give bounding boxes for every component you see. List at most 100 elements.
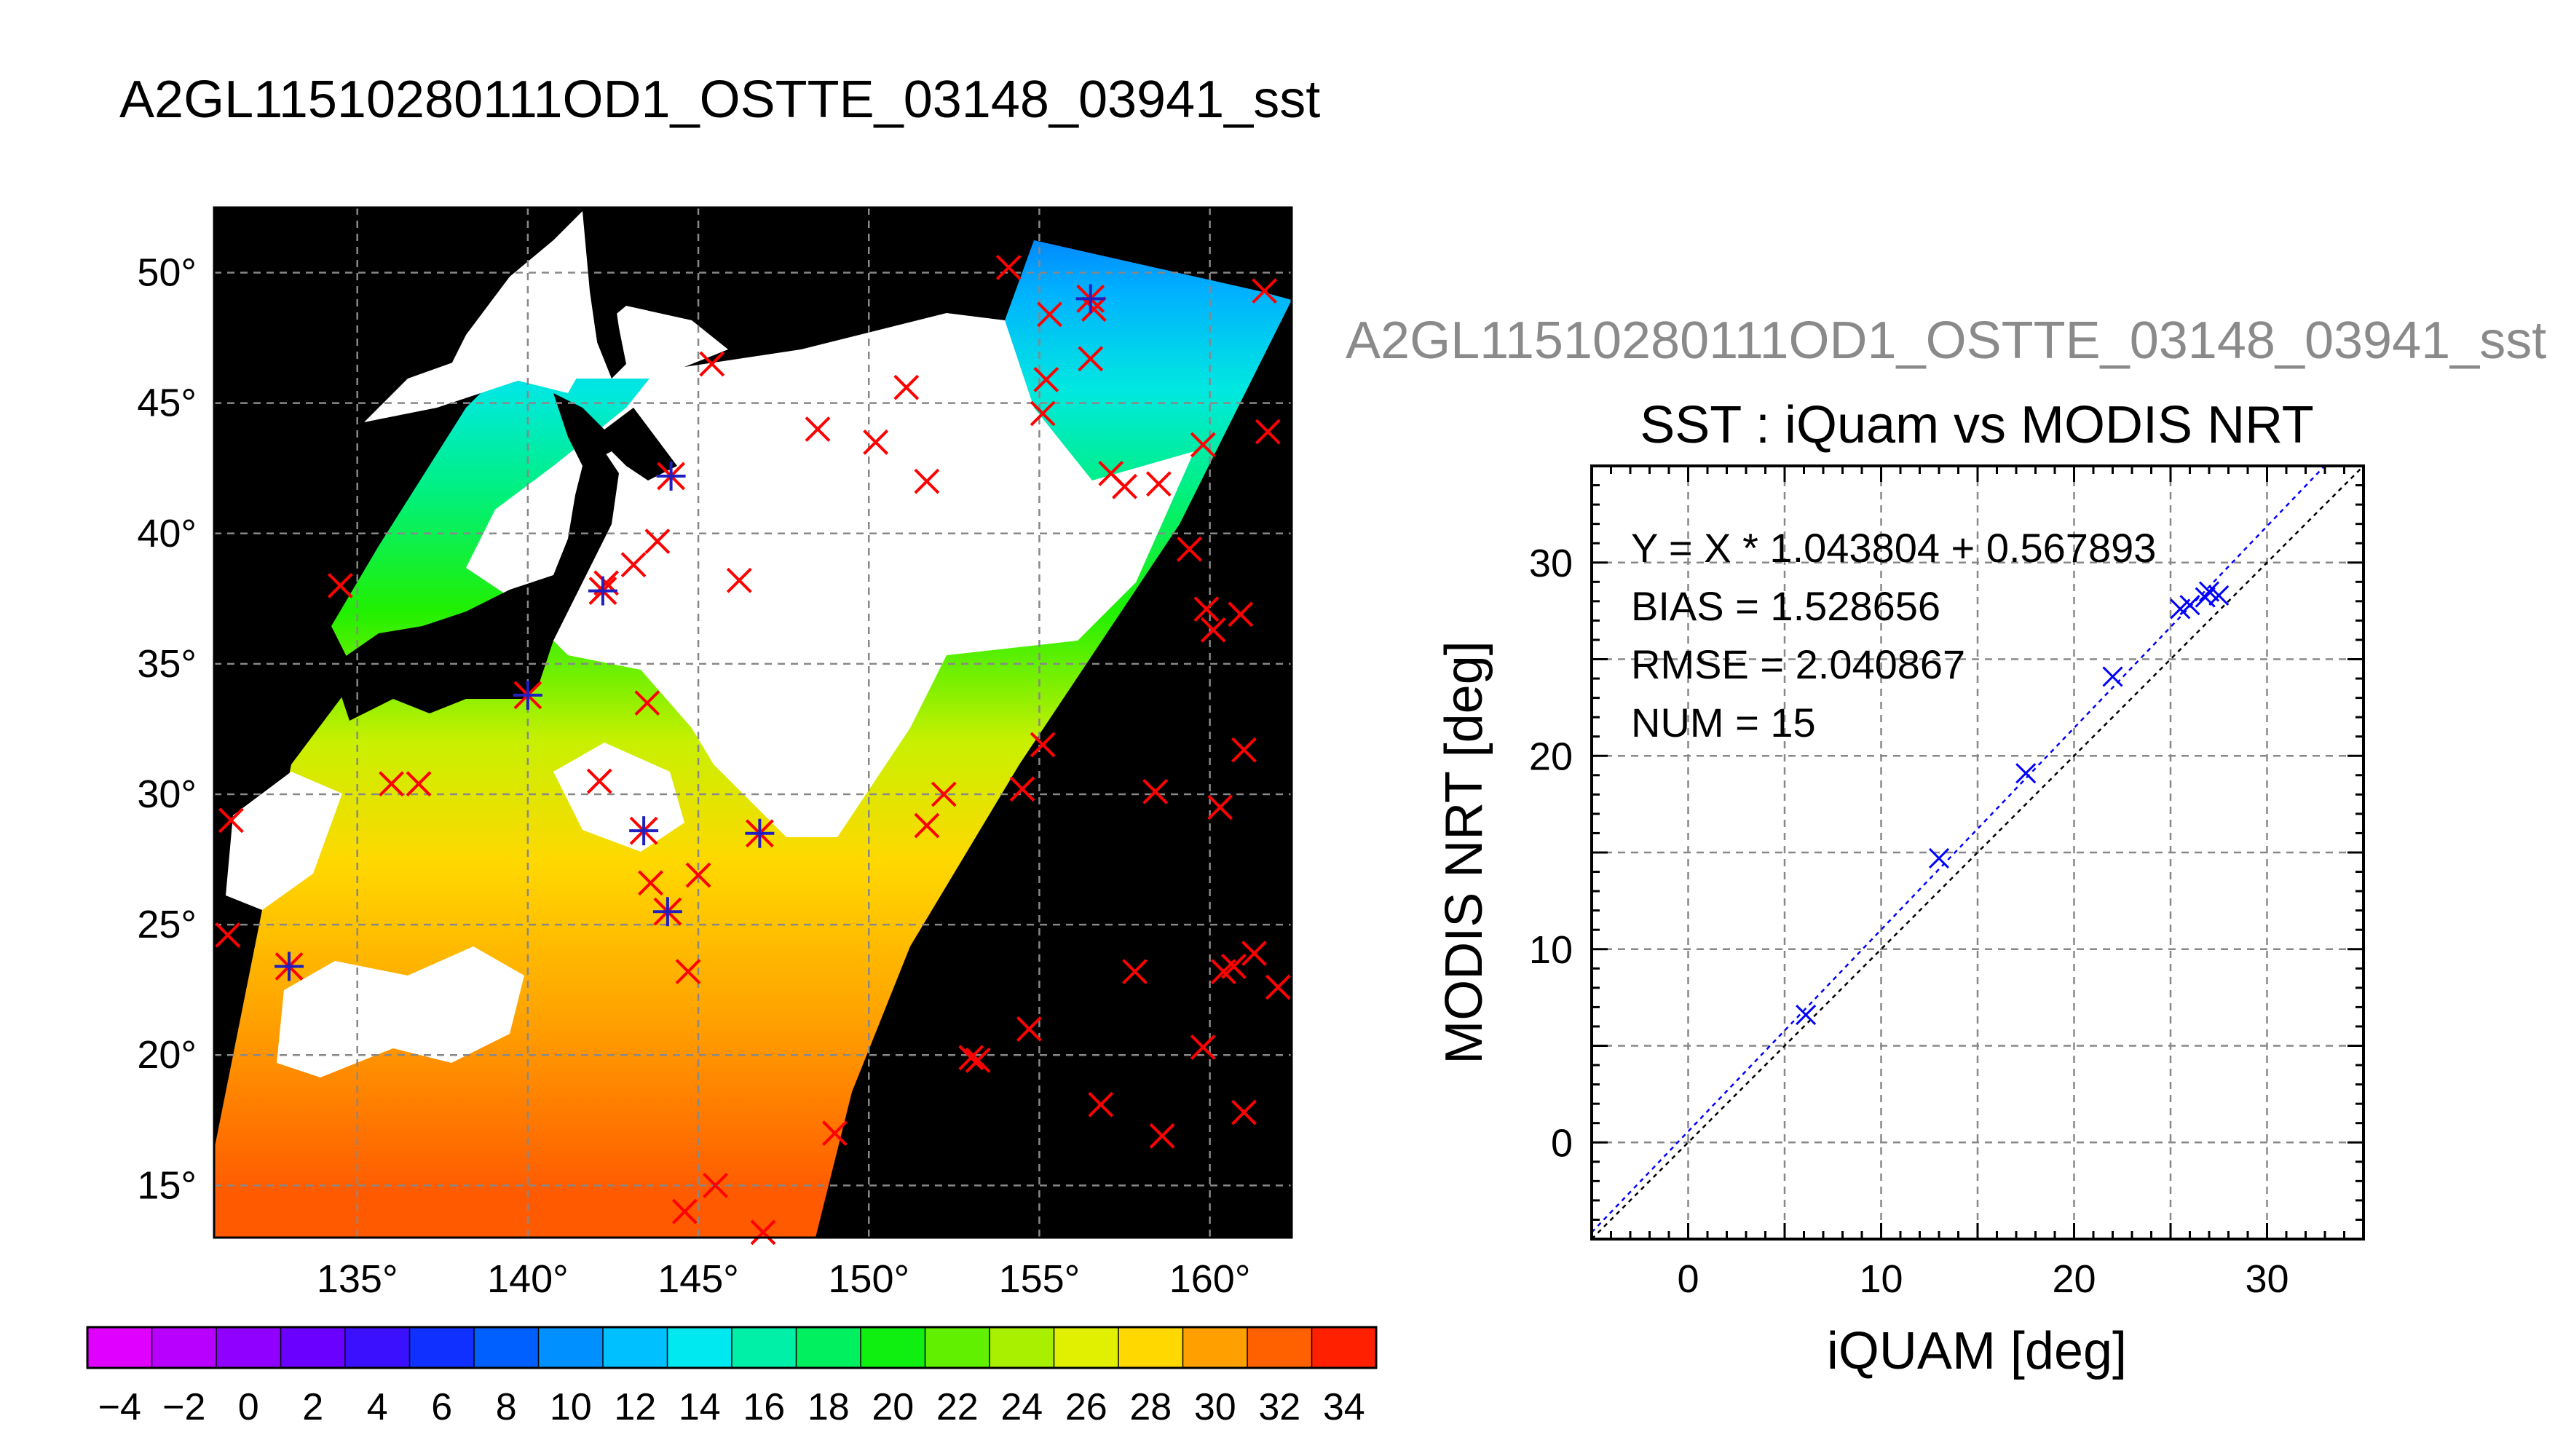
colorbar-tick-label: 20: [872, 1386, 914, 1428]
buoy-marker: [327, 573, 353, 598]
scatter-plot: SST : iQuam vs MODIS NRT 0 10 20 300102030 …: [1435, 396, 2365, 1380]
stats-annotation: BIAS = 1.528656: [1631, 583, 1940, 629]
regression-line: [1591, 465, 2326, 1233]
buoy-marker: [1177, 536, 1202, 562]
buoy-marker: [218, 807, 244, 834]
colorbar-segment: [538, 1327, 604, 1368]
buoy-marker: [703, 1172, 728, 1198]
colorbar-tick-label: 30: [1194, 1386, 1236, 1428]
buoy-marker: [1190, 1034, 1216, 1060]
colorbar-tick-label: 8: [496, 1386, 517, 1428]
map-markers: [215, 254, 1291, 1246]
scatter-y-tick-label: 20: [1529, 735, 1573, 778]
colorbar-tick-label: 2: [302, 1386, 323, 1428]
colorbar-segment: [1311, 1327, 1377, 1368]
scatter-point: [2179, 595, 2200, 616]
buoy-marker: [995, 254, 1022, 280]
buoy-marker: [914, 812, 940, 839]
map-axis-labels: 135° 140° 145° 150° 155° 160° 15° 20° 25° 30° 35° 4…: [137, 251, 1250, 1301]
colorbar-tick-label: 14: [679, 1386, 721, 1428]
colorbar-tick-labels: −4 −2 0 2 4 6 8 10 12 14 16 18 20 22 24 26 28 30 32 34: [98, 1386, 1365, 1428]
colorbar-frame: [86, 1326, 1378, 1369]
colorbar-tick-label: 22: [936, 1386, 979, 1428]
buoy-marker: [1207, 794, 1233, 820]
scatter-y-tick-label: 0: [1551, 1121, 1573, 1165]
colorbar-segment: [1054, 1327, 1119, 1368]
colorbar-segment: [732, 1327, 797, 1368]
buoy-marker: [1078, 346, 1104, 372]
matched-buoy-marker: [513, 680, 542, 710]
scatter-x-tick-label: 30: [2245, 1257, 2289, 1301]
land-japan: [331, 451, 619, 721]
buoy-marker: [1252, 278, 1277, 304]
map-lon-tick-label: 150°: [828, 1257, 909, 1301]
colorbar-segment: [1118, 1327, 1183, 1368]
buoy-marker: [726, 567, 752, 593]
colorbar-tick-label: 18: [807, 1386, 850, 1428]
colorbar-segment: [345, 1327, 410, 1368]
buoy-marker: [1142, 779, 1169, 804]
map-lat-tick-label: 50°: [137, 251, 197, 295]
colorbar-segment: [87, 1327, 152, 1368]
buoy-marker: [1030, 400, 1056, 427]
scatter-x-tick-label: 20: [2052, 1257, 2096, 1301]
colorbar-segment: [474, 1327, 539, 1368]
buoy-marker: [1231, 1099, 1257, 1125]
colorbar-segment: [796, 1327, 861, 1368]
buoy-marker: [821, 1120, 848, 1147]
scatter-tick-labels: 0 10 20 30 0 10 20 30: [1529, 542, 2289, 1301]
map-lat-tick-label: 45°: [137, 381, 197, 425]
identity-line: [1591, 465, 2364, 1240]
buoy-marker: [215, 922, 241, 948]
matched-buoy-marker: [629, 816, 659, 846]
map-frame: [213, 206, 1293, 1239]
sst-map-panel: 135° 140° 145° 150° 155° 160° 15° 20° 25° 30° 35° 4…: [137, 206, 1293, 1301]
buoy-marker: [1200, 617, 1226, 643]
buoy-marker: [1228, 601, 1254, 628]
buoy-marker: [671, 1198, 698, 1224]
matched-buoy-marker: [656, 461, 686, 491]
map-lon-tick-label: 160°: [1169, 1257, 1251, 1301]
buoy-marker: [1122, 959, 1148, 985]
buoy-marker: [1190, 432, 1216, 458]
buoy-marker: [644, 529, 671, 554]
cloud-cover-southwest: [226, 772, 342, 910]
scatter-x-tick-label: 0: [1677, 1257, 1699, 1301]
scatter-annotations: Y = X * 1.043804 + 0.567893 BIAS = 1.5286…: [1631, 525, 2156, 745]
buoy-marker: [675, 959, 701, 985]
buoy-marker: [620, 552, 647, 578]
scatter-point: [1796, 1004, 1817, 1026]
stats-annotation: NUM = 15: [1631, 700, 1816, 745]
buoy-marker: [1149, 1123, 1175, 1149]
buoy-marker: [685, 862, 711, 888]
buoy-marker: [1030, 732, 1056, 758]
map-grid: [214, 207, 1292, 1238]
colorbar-segment: [603, 1327, 668, 1368]
scatter-y-tick-label: 30: [1529, 542, 1573, 585]
colorbar-segment: [990, 1327, 1054, 1368]
map-lat-tick-label: 25°: [137, 903, 197, 946]
buoy-marker: [965, 1047, 991, 1073]
colorbar-segment: [280, 1327, 346, 1368]
map-lat-tick-label: 35°: [137, 642, 197, 686]
mainland-coast: [437, 211, 597, 393]
chart-title: SST : iQuam vs MODIS NRT: [1640, 396, 2314, 454]
colorbar-tick-label: 4: [367, 1386, 388, 1428]
colorbar-tick-label: −4: [98, 1386, 141, 1428]
buoy-marker: [1265, 974, 1291, 1000]
colorbar-segment: [667, 1327, 732, 1368]
scatter-point: [1928, 847, 1950, 869]
buoy-marker: [750, 1219, 776, 1246]
colorbar-tick-label: 16: [743, 1386, 785, 1428]
buoy-marker: [1255, 419, 1281, 445]
buoy-marker: [1033, 367, 1059, 392]
colorbar-tick-label: 24: [1000, 1386, 1043, 1428]
buoy-marker: [914, 468, 940, 494]
matched-buoy-marker: [652, 897, 682, 927]
stats-annotation: RMSE = 2.040867: [1631, 641, 1965, 687]
matched-buoy-marker: [745, 818, 775, 848]
scatter-point: [2208, 585, 2230, 606]
buoy-marker: [1241, 941, 1267, 966]
scatter-point: [2102, 666, 2123, 687]
colorbar-segment: [925, 1327, 990, 1368]
